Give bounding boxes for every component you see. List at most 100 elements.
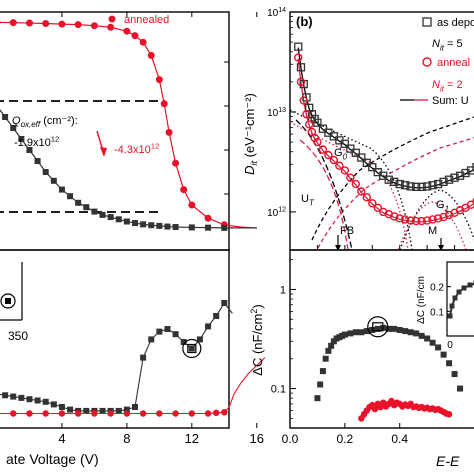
dit-point-0-13 <box>346 144 355 153</box>
dit-ut-red <box>317 137 474 249</box>
leak-point-1-5 <box>74 410 82 417</box>
leak-inset-circle <box>0 293 16 309</box>
dc-point-0-26 <box>429 339 436 346</box>
dc-point-0-2 <box>319 368 326 375</box>
leak-point-0-6 <box>42 398 49 405</box>
dit-point-0-21 <box>390 177 399 186</box>
cv-series-line-0 <box>0 21 257 229</box>
dit-g1-red <box>397 201 467 251</box>
dit-point-0-31 <box>444 175 454 184</box>
dit-point-0-34 <box>461 168 470 178</box>
dit-point-0-0 <box>294 42 303 51</box>
dit-point-1-28 <box>428 215 437 224</box>
dit-label-mg: M <box>428 225 437 237</box>
cv-point-1-16 <box>123 218 130 225</box>
cv-point-1-6 <box>42 169 49 175</box>
dit-point-0-1 <box>296 63 306 72</box>
leak-point-1-8 <box>123 410 131 417</box>
dc-point-0-29 <box>446 360 453 367</box>
cv-point-1-21 <box>164 223 171 230</box>
cv-point-0-12 <box>155 76 163 84</box>
dc-point-0-31 <box>457 385 464 392</box>
dit-point-0-14 <box>351 148 360 157</box>
cv-point-1-2 <box>10 125 17 131</box>
dit-point-1-12 <box>340 166 350 175</box>
dit-point-0-30 <box>439 177 448 186</box>
cv-point-1-14 <box>107 214 114 221</box>
dit-point-0-22 <box>395 179 404 189</box>
cv-point-1-25 <box>221 224 228 231</box>
dit-point-1-9 <box>324 150 333 160</box>
dc-inset-ylabel: ΔC (nF/cm <box>416 276 427 324</box>
cv-point-1-5 <box>34 158 41 164</box>
cv-qox-black: -1.9x1012 <box>14 134 59 149</box>
cv-qox-red: -4.3x1012 <box>114 141 159 156</box>
leak-point-0-8 <box>58 404 65 410</box>
dc-point-0-3 <box>322 355 329 362</box>
leak-point-1-4 <box>58 410 66 417</box>
dc-xtick-label-1: 0.2 <box>337 432 354 446</box>
dit-point-0-28 <box>428 181 437 190</box>
dc-highlight-circle <box>367 316 389 338</box>
cv-point-0-9 <box>131 32 139 40</box>
dc-ylabel: ΔC (nF/cm2) <box>249 304 265 375</box>
dit-arrowhead-mg <box>438 245 444 251</box>
cv-point-0-1 <box>9 19 17 27</box>
cv-point-0-17 <box>188 201 196 209</box>
leak-point-0-2 <box>10 393 17 400</box>
dit-g0-red <box>299 139 349 251</box>
dit-point-1-22 <box>395 214 404 223</box>
dit-point-0-23 <box>401 181 410 190</box>
leak-point-0-19 <box>148 336 155 343</box>
dit-ytick-label-0: 1012 <box>267 207 286 219</box>
leak-point-1-10 <box>156 410 163 417</box>
dit-label-ut: UT <box>301 193 315 207</box>
dit-ut-black <box>311 116 474 241</box>
dc-point-0-27 <box>435 344 442 351</box>
dc-inset-ytick-label-0: 0.1 <box>430 307 444 318</box>
dit-point-0-5 <box>307 110 317 119</box>
cv-point-0-11 <box>147 51 155 59</box>
cv-qox-label: Qox,eff (cm⁻²): <box>12 115 78 129</box>
cv-point-1-23 <box>188 224 195 231</box>
dit-point-1-27 <box>422 216 432 225</box>
dc-point-0-30 <box>451 371 458 378</box>
cv-point-0-16 <box>180 186 188 194</box>
cv-point-1-17 <box>132 220 138 227</box>
leak-xtick-label-3: 16 <box>250 431 264 446</box>
cv-series-line-1 <box>0 109 257 229</box>
dit-ylabel-group: Dit (eV⁻¹cm⁻²) <box>242 93 259 175</box>
panel-dc: 0.1 1 0.0 0.2 0.4 E-E ΔC (nF/cm2) 0.1 0.2 0 ΔC (nF… <box>249 249 474 469</box>
leak-point-1-12 <box>188 410 196 417</box>
leak-point-1-14 <box>212 409 220 417</box>
leak-point-0-5 <box>34 397 41 404</box>
leak-inset-marker <box>5 298 11 304</box>
dc-point-1-5 <box>371 405 379 413</box>
dc-point-0-22 <box>407 329 414 336</box>
dit-point-1-3 <box>302 109 311 119</box>
panel-cv: annealed Qox,eff (cm⁻²): -1.9x1012 -4.3x101… <box>0 11 258 251</box>
leak-point-1-9 <box>139 410 147 417</box>
dit-point-0-36 <box>472 163 474 172</box>
dit-legend-text-0: as depo <box>437 17 474 29</box>
leak-point-1-3 <box>42 410 49 417</box>
dit-point-0-35 <box>466 166 474 175</box>
leak-series-line-1 <box>0 357 266 415</box>
dit-point-1-6 <box>310 133 319 143</box>
dit-point-0-7 <box>313 118 322 127</box>
dit-point-1-25 <box>411 216 421 226</box>
dc-point-0-12 <box>352 329 359 336</box>
dit-legend-marker-2 <box>422 57 432 67</box>
leak-point-0-25 <box>196 336 203 343</box>
cv-frame <box>0 11 230 251</box>
leak-point-0-22 <box>172 331 179 338</box>
leak-point-0-1 <box>2 392 9 399</box>
leak-xtick-label-1: 8 <box>123 431 130 446</box>
dit-point-1-24 <box>406 216 415 225</box>
dit-point-1-17 <box>368 199 377 208</box>
cv-point-0-18 <box>204 214 212 222</box>
leak-point-0-17 <box>132 404 138 410</box>
dc-point-0-21 <box>402 328 409 335</box>
dc-point-0-0 <box>314 395 321 402</box>
cv-point-0-10 <box>139 38 147 46</box>
